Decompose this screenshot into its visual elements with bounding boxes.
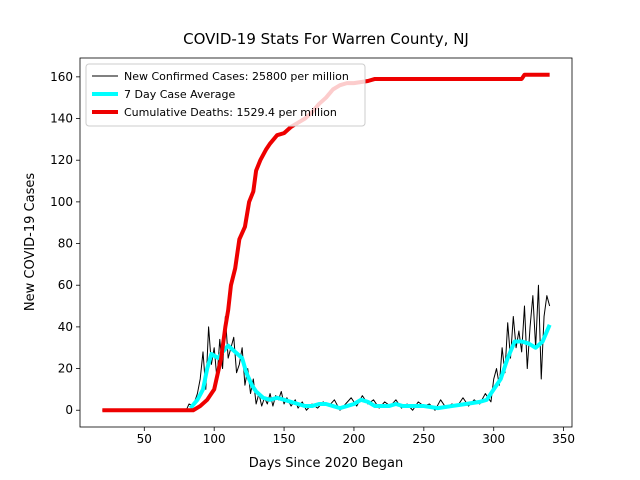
y-tick-label: 100 [50,195,73,209]
x-tick-label: 150 [273,432,296,446]
y-tick-label: 80 [58,237,73,251]
y-tick-label: 40 [58,320,73,334]
legend-label: 7 Day Case Average [124,88,236,101]
y-tick-label: 140 [50,112,73,126]
y-tick-label: 120 [50,153,73,167]
x-tick-label: 200 [343,432,366,446]
y-tick-label: 0 [65,403,73,417]
x-tick-label: 100 [203,432,226,446]
x-tick-label: 250 [412,432,435,446]
series-line [188,324,552,411]
x-tick-label: 50 [137,432,152,446]
chart-title: COVID-19 Stats For Warren County, NJ [183,30,469,48]
legend: New Confirmed Cases: 25800 per million 7 … [85,63,366,127]
legend-label: New Confirmed Cases: 25800 per million [124,70,349,83]
y-tick-label: 20 [58,362,73,376]
x-axis-label: Days Since 2020 Began [249,456,404,471]
legend-label: Cumulative Deaths: 1529.4 per million [124,106,337,119]
y-tick-label: 60 [58,278,73,292]
x-tick-label: 300 [482,432,505,446]
y-tick-label: 160 [50,70,73,84]
y-axis-label: New COVID-19 Cases [23,173,38,311]
legend-box [85,63,366,127]
plot-frame [79,57,573,428]
x-tick-label: 350 [552,432,575,446]
